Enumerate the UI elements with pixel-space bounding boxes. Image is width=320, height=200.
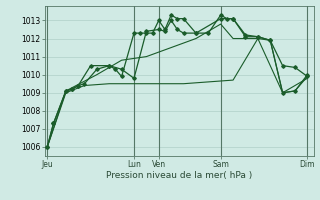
X-axis label: Pression niveau de la mer( hPa ): Pression niveau de la mer( hPa ) (106, 171, 252, 180)
